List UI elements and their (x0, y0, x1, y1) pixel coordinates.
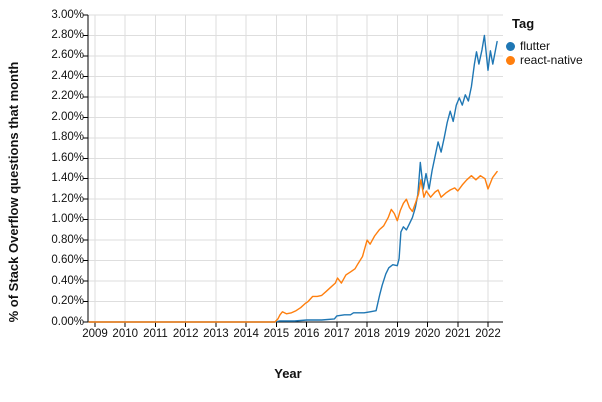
y-tick-label: 1.60% (51, 151, 84, 164)
x-tick-label: 2020 (414, 328, 441, 340)
legend: Tag flutter react-native (505, 16, 600, 68)
y-tick-label: 1.20% (51, 192, 84, 205)
y-tick-label: 2.60% (51, 49, 84, 62)
x-tick-label: 2011 (143, 328, 168, 340)
x-tick-label: 2015 (263, 328, 290, 340)
legend-label: flutter (520, 39, 551, 53)
y-tick-label: 0.00% (51, 315, 84, 328)
x-tick-label: 2012 (172, 328, 199, 340)
legend-dot-icon (506, 42, 515, 51)
y-tick-label: 3.00% (51, 8, 84, 21)
y-tick-label: 2.20% (51, 90, 84, 103)
legend-dot-icon (506, 56, 515, 65)
x-tick-label: 2021 (444, 328, 471, 340)
series-line-react-native (88, 170, 498, 323)
x-tick-label: 2014 (233, 328, 259, 340)
y-tick-label: 0.80% (51, 233, 84, 246)
x-tick-label: 2017 (324, 328, 350, 340)
x-tick-label: 2010 (112, 328, 139, 340)
y-tick-label: 2.40% (51, 69, 84, 82)
y-tick-label: 0.20% (51, 295, 84, 308)
legend-label: react-native (520, 53, 583, 67)
legend-title: Tag (512, 16, 535, 31)
legend-item-react-native: react-native (505, 54, 600, 67)
y-tick-label: 1.40% (51, 172, 84, 185)
x-tick-label: 2018 (354, 328, 380, 340)
legend-items: flutter react-native (505, 40, 600, 67)
y-tick-label: 0.60% (51, 254, 84, 267)
x-tick-label: 2016 (293, 328, 320, 340)
x-tick-label: 2013 (203, 328, 229, 340)
x-axis-title: Year (274, 366, 302, 381)
y-tick-label: 1.80% (51, 131, 84, 144)
x-tick-label: 2019 (384, 328, 411, 340)
y-axis-title: % of Stack Overflow questions that month (6, 61, 21, 323)
y-tick-label: 2.80% (51, 28, 84, 41)
y-tick-label: 0.40% (51, 274, 84, 287)
legend-item-flutter: flutter (505, 40, 600, 53)
x-tick-label: 2009 (82, 328, 108, 340)
y-tick-label: 2.00% (51, 110, 84, 123)
y-tick-label: 1.00% (51, 213, 84, 226)
series-line-flutter (88, 34, 498, 323)
x-tick-label: 2022 (475, 328, 501, 340)
